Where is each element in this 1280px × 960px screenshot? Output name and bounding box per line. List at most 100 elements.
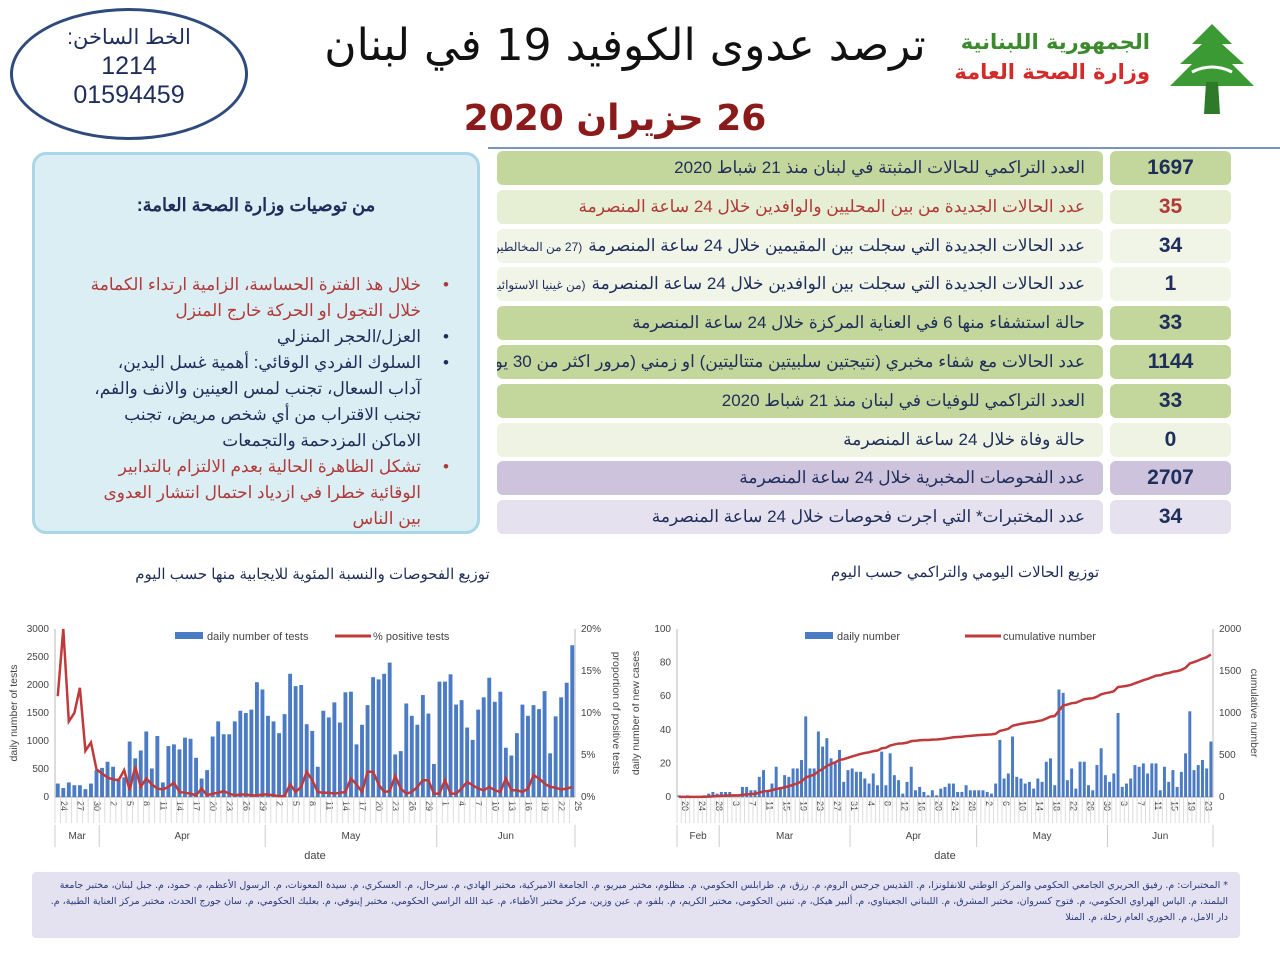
x-tick-label: 5 [125,801,135,806]
y-tick-label: 2000 [27,680,50,691]
bar [221,734,226,797]
bar [1108,781,1112,797]
bar [105,761,110,797]
bar [559,697,564,797]
bar [376,679,381,797]
bar [570,645,575,797]
x-tick-label: 19 [540,801,550,811]
bar [420,695,425,797]
bar [520,704,525,797]
bar [1015,776,1019,797]
series-line [56,628,573,798]
stat-row-label: العدد التراكمي للوفيات في لبنان منذ 21 ش… [497,384,1103,418]
bar [867,783,871,797]
recommendations-panel: من توصيات وزارة الصحة العامة: خلال هذ ال… [32,152,480,534]
recommendations-list: خلال هذ الفترة الحساسة، الزامية ارتداء ا… [35,272,477,532]
bar [1133,765,1137,797]
bar [1006,773,1010,797]
x-axis-label: date [934,850,955,862]
legend-bar-swatch [175,632,203,639]
bar [332,702,337,797]
bar [812,768,816,797]
y-tick-label: 20 [660,758,672,769]
y2-tick-label: 0% [581,792,596,803]
x-tick-label: 25 [573,801,583,811]
month-label: May [342,831,361,842]
hotline-oval: الخط الساخن: 1214 01594459 [10,8,248,140]
bar [833,763,837,797]
bar [365,705,370,797]
y-tick-label: 500 [32,764,49,775]
bar [1150,763,1154,797]
bar [1099,748,1103,797]
bar [888,753,892,797]
bar [956,791,960,797]
bar [863,778,867,797]
bar [1171,770,1175,797]
bar [509,755,514,797]
bar [122,777,127,797]
bar [1078,761,1082,797]
bar [371,677,376,797]
y2-tick-label: 1500 [1219,666,1242,677]
bar [227,734,232,797]
recommendation-item: السلوك الفردي الوقائي: أهمية غسل اليدين،… [85,350,449,454]
y2-tick-label: 20% [581,624,601,635]
recommendation-item: العزل/الحجر المنزلي [85,324,449,350]
bar [1053,785,1057,797]
bar [989,793,993,797]
legend-bar-swatch [805,632,833,639]
x-tick-label: 10 [490,801,500,811]
bar [913,790,917,797]
bar [821,746,825,797]
bar [216,721,221,797]
x-tick-label: 17 [192,801,202,811]
bar [61,788,66,797]
bar [382,673,387,797]
y-tick-label: 40 [660,725,672,736]
bar [564,682,569,797]
x-tick-label: 14 [341,801,351,811]
bar [829,758,833,797]
bar [238,710,243,797]
stat-label: عدد الحالات الجديدة التي سجلت بين الوافد… [591,274,1085,293]
bar [243,713,248,797]
month-label: Mar [776,831,794,842]
bar [177,749,182,797]
bar [1082,761,1086,797]
bar [816,731,820,797]
bar [943,786,947,797]
bar [850,768,854,797]
x-tick-label: 7 [474,801,484,806]
bar [1044,761,1048,797]
x-tick-label: 1 [440,801,450,806]
bar [481,697,486,797]
stat-label: حالة استشفاء منها 6 في العناية المركزة خ… [632,313,1085,332]
month-label: Jun [498,831,514,842]
bar [432,763,436,797]
bar [526,715,530,797]
bar [892,775,896,797]
bar [1116,713,1120,797]
bar [1184,753,1188,797]
bar [1137,766,1141,797]
cedar-tree-logo-icon [1170,24,1254,114]
bar [553,716,558,797]
stat-note: (من غينيا الاستوائية) [497,278,586,292]
bar [859,771,863,797]
bar [326,717,331,797]
x-tick-label: 23 [225,801,235,811]
x-tick-label: 29 [424,801,434,811]
y2-tick-label: 5% [581,750,596,761]
bar [1129,778,1133,797]
stat-label: العدد التراكمي للوفيات في لبنان منذ 21 ش… [721,391,1085,410]
bar [315,766,320,797]
month-label: May [1033,831,1052,842]
x-tick-label: 2 [109,801,119,806]
stat-label: عدد المختبرات* التي اجرت فحوصات خلال 24 … [651,507,1085,526]
bar [905,781,909,797]
stat-value: 0 [1110,423,1231,457]
y2-tick-label: 0 [1219,792,1225,803]
bar [964,785,968,797]
report-date: 26 حزيران 2020 [463,98,767,139]
